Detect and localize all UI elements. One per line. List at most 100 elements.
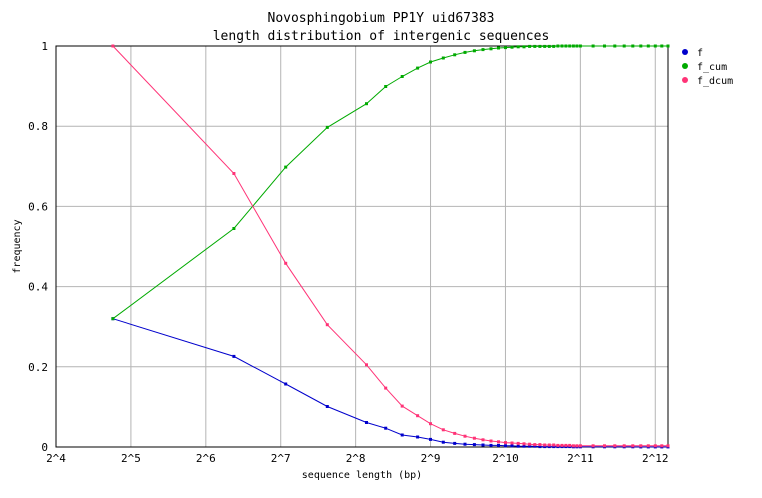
data-point bbox=[516, 444, 520, 448]
data-point bbox=[400, 404, 404, 408]
data-point bbox=[547, 445, 551, 449]
data-point bbox=[416, 435, 420, 439]
data-point bbox=[504, 441, 507, 445]
data-point bbox=[552, 443, 556, 447]
legend-item: f_dcum bbox=[682, 76, 733, 87]
data-point bbox=[284, 382, 288, 386]
legend-item: f_cum bbox=[682, 62, 727, 73]
x-tick-label: 2^4 bbox=[46, 452, 66, 465]
x-tick-label: 2^11 bbox=[567, 452, 594, 465]
data-point bbox=[533, 44, 537, 48]
data-point bbox=[660, 44, 664, 48]
data-point bbox=[571, 44, 575, 48]
data-point bbox=[472, 49, 476, 53]
data-point bbox=[232, 227, 236, 230]
data-point bbox=[481, 438, 485, 442]
data-point bbox=[325, 405, 329, 408]
data-point bbox=[552, 445, 556, 449]
data-point bbox=[284, 165, 288, 169]
data-point bbox=[622, 444, 626, 448]
legend-label: f_dcum bbox=[697, 76, 733, 87]
data-point bbox=[510, 441, 514, 445]
data-point bbox=[111, 317, 115, 321]
data-point bbox=[575, 444, 579, 448]
data-point bbox=[560, 443, 564, 447]
data-point bbox=[603, 444, 606, 448]
x-tick-label: 2^12 bbox=[642, 452, 669, 465]
data-point bbox=[578, 44, 582, 48]
data-point bbox=[384, 386, 388, 390]
legend-marker bbox=[682, 63, 688, 69]
series-line bbox=[112, 45, 668, 447]
data-point bbox=[646, 44, 650, 48]
data-point bbox=[522, 442, 526, 446]
data-point bbox=[504, 444, 507, 448]
data-point bbox=[453, 53, 457, 57]
data-point bbox=[533, 444, 537, 448]
data-point bbox=[522, 45, 526, 49]
data-point bbox=[481, 443, 485, 447]
x-axis-label: sequence length (bp) bbox=[302, 470, 422, 481]
legend-marker bbox=[682, 49, 688, 55]
data-point bbox=[653, 444, 657, 448]
data-point bbox=[528, 442, 532, 446]
data-point bbox=[613, 44, 617, 48]
y-axis-label: frequency bbox=[12, 219, 23, 273]
data-point bbox=[441, 440, 445, 444]
x-tick-label: 2^5 bbox=[121, 452, 141, 465]
data-point bbox=[497, 46, 500, 50]
data-point bbox=[646, 444, 650, 448]
chart-subtitle: length distribution of intergenic sequen… bbox=[213, 29, 550, 44]
data-point bbox=[528, 444, 532, 448]
data-point bbox=[481, 48, 485, 52]
data-point bbox=[660, 444, 664, 448]
data-point bbox=[510, 45, 514, 49]
data-point bbox=[666, 44, 670, 48]
x-tick-label: 2^10 bbox=[492, 452, 519, 465]
data-point bbox=[504, 46, 507, 50]
data-point bbox=[543, 443, 547, 447]
data-point bbox=[528, 44, 532, 48]
legend-label: f bbox=[697, 48, 703, 59]
data-point bbox=[441, 428, 445, 432]
data-point bbox=[560, 44, 564, 48]
data-point bbox=[429, 422, 432, 426]
y-tick-label: 0.8 bbox=[28, 120, 48, 133]
data-point bbox=[568, 44, 572, 48]
series-f-cum bbox=[111, 44, 670, 321]
data-point bbox=[575, 44, 579, 48]
data-point bbox=[564, 44, 568, 48]
data-point bbox=[552, 44, 556, 48]
y-tick-label: 0.6 bbox=[28, 200, 48, 213]
data-point bbox=[639, 44, 643, 48]
data-point bbox=[631, 44, 635, 48]
plot-frame bbox=[55, 45, 669, 448]
data-point bbox=[497, 443, 500, 447]
data-point bbox=[568, 443, 572, 447]
data-point bbox=[400, 433, 404, 437]
data-point bbox=[653, 44, 657, 48]
data-point bbox=[463, 442, 467, 446]
legend: f f_cum f_dcum bbox=[682, 48, 733, 87]
data-point bbox=[556, 44, 560, 48]
data-point bbox=[400, 75, 404, 78]
data-point bbox=[416, 66, 420, 70]
series-f bbox=[111, 317, 670, 449]
data-point bbox=[384, 85, 388, 88]
data-point bbox=[489, 443, 493, 447]
data-point bbox=[463, 50, 467, 54]
y-tick-label: 1 bbox=[41, 40, 48, 53]
legend-label: f_cum bbox=[697, 62, 727, 73]
legend-marker bbox=[682, 77, 688, 83]
data-point bbox=[453, 441, 457, 445]
data-point bbox=[538, 445, 542, 449]
y-tick-label: 0.2 bbox=[28, 361, 48, 374]
y-tick-label: 0.4 bbox=[28, 281, 48, 294]
data-point bbox=[522, 444, 526, 448]
x-tick-label: 2^7 bbox=[271, 452, 291, 465]
data-point bbox=[489, 439, 493, 443]
data-point bbox=[325, 125, 329, 129]
x-tick-label: 2^6 bbox=[196, 452, 216, 465]
data-point bbox=[547, 44, 551, 48]
